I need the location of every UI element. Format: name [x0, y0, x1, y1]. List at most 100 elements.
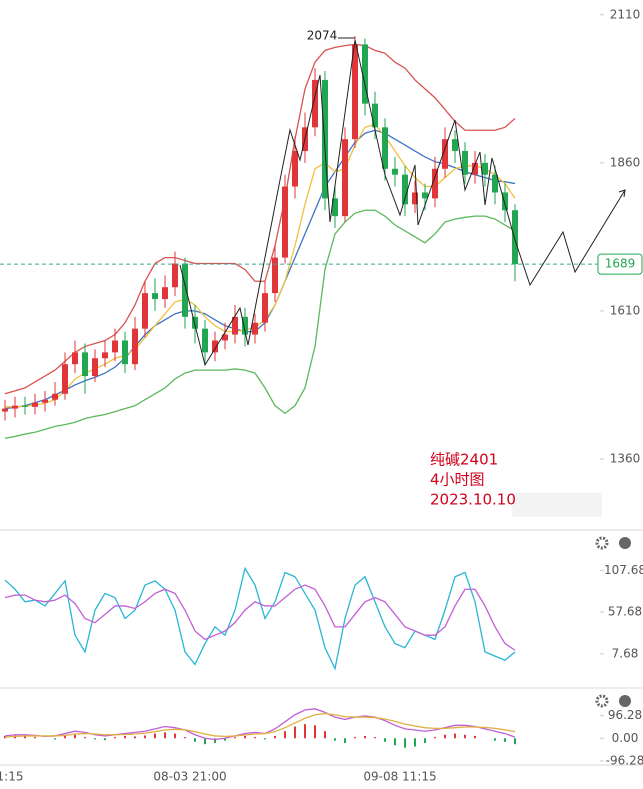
- histogram-bar: [294, 726, 296, 739]
- hand-drawn-path: [179, 39, 626, 367]
- candle-body: [212, 340, 218, 353]
- candle-body: [72, 352, 78, 365]
- y-tick-label: 1360: [610, 451, 641, 465]
- histogram-bar: [314, 725, 316, 739]
- histogram-bar: [364, 735, 366, 739]
- candle-body: [132, 328, 138, 365]
- candle-body: [322, 79, 328, 199]
- candle-body: [422, 192, 428, 199]
- y-tick-label: 107.68: [604, 563, 643, 577]
- candle-body: [312, 79, 318, 128]
- candle-body: [262, 293, 268, 323]
- candle-body: [152, 293, 158, 300]
- candle-body: [432, 168, 438, 199]
- histogram-bar: [344, 738, 346, 743]
- candle-body: [342, 139, 348, 217]
- histogram-bar: [494, 738, 496, 741]
- y-tick-label: 0.00: [612, 731, 639, 745]
- annotation: 纯碱2401: [430, 451, 498, 469]
- last-price-label: 1689: [605, 257, 636, 271]
- histogram-bar: [114, 737, 116, 739]
- candle-body: [352, 44, 358, 140]
- histogram-bar: [64, 735, 66, 739]
- x-tick-label: 1:15: [0, 770, 23, 784]
- candle-body: [272, 257, 278, 294]
- histogram-bar: [54, 738, 56, 740]
- histogram-bar: [84, 737, 86, 739]
- histogram-bar: [444, 734, 446, 739]
- histogram-bar: [224, 738, 226, 741]
- candle-body: [122, 340, 128, 365]
- indicator-line: [4, 209, 516, 439]
- y-tick-label: 1860: [610, 155, 641, 169]
- y-tick-label: -96.28: [606, 753, 643, 767]
- annotation: 4小时图: [430, 471, 485, 489]
- candle-body: [62, 364, 68, 394]
- histogram-bar: [144, 735, 146, 739]
- histogram-bar: [504, 738, 506, 742]
- histogram-bar: [304, 724, 306, 739]
- close-icon[interactable]: [619, 537, 631, 549]
- candle-body: [222, 334, 228, 341]
- x-tick-label: 08-03 21:00: [153, 770, 226, 784]
- candle-body: [392, 168, 398, 175]
- candle-body: [502, 192, 508, 211]
- gear-icon[interactable]: [595, 536, 609, 550]
- candle-body: [22, 405, 28, 407]
- histogram-bar: [384, 738, 386, 742]
- histogram-bar: [244, 735, 246, 739]
- candle-body: [452, 139, 458, 152]
- candle-body: [362, 44, 368, 104]
- close-icon[interactable]: [619, 695, 631, 707]
- histogram-bar: [154, 733, 156, 739]
- last-price-box: [597, 253, 643, 275]
- candle-body: [12, 405, 18, 409]
- histogram-bar: [434, 737, 436, 739]
- candle-body: [252, 322, 258, 335]
- candle-body: [182, 263, 188, 317]
- arrow-head: [618, 189, 626, 198]
- candle-body: [492, 174, 498, 193]
- histogram-bar: [414, 738, 416, 747]
- histogram-bar: [514, 738, 516, 745]
- histogram-bar: [104, 738, 106, 741]
- candle-body: [412, 192, 418, 205]
- candle-body: [2, 408, 8, 412]
- candle-body: [162, 287, 168, 300]
- histogram-bar: [234, 737, 236, 739]
- histogram-bar: [404, 738, 406, 748]
- y-tick-label: 2110: [610, 7, 641, 21]
- peak-label: 2074: [307, 29, 338, 43]
- candle-body: [282, 186, 288, 258]
- plot: 1360 1610 1860 2110 1689 1:15 08-03 21:00 09-08…: [0, 7, 643, 784]
- x-tick-label: 09-08 11:15: [363, 770, 436, 784]
- histogram-bar: [394, 738, 396, 746]
- histogram-bar: [204, 738, 206, 745]
- histogram-bar: [94, 738, 96, 740]
- candle-body: [192, 316, 198, 329]
- candle-body: [102, 352, 108, 359]
- histogram-bar: [324, 731, 326, 739]
- histogram-bar: [174, 733, 176, 739]
- candle-body: [462, 151, 468, 175]
- candle-body: [112, 340, 118, 353]
- histogram-bar: [124, 735, 126, 739]
- histogram-bar: [354, 737, 356, 739]
- y-tick-label: 57.68: [608, 605, 642, 619]
- gear-icon[interactable]: [595, 694, 609, 708]
- histogram-bar: [214, 738, 216, 743]
- histogram-bar: [194, 738, 196, 742]
- settings-icons: [595, 536, 631, 708]
- y-tick-label: 1610: [610, 303, 641, 317]
- candle-body: [32, 402, 38, 407]
- histogram-bar: [254, 737, 256, 739]
- candle-body: [472, 162, 478, 175]
- histogram-bar: [334, 738, 336, 741]
- candle-body: [402, 174, 408, 205]
- histogram-bar: [374, 737, 376, 739]
- blurred-watermark: [512, 493, 602, 517]
- y-tick-label: 96.28: [608, 708, 642, 722]
- histogram-bar: [464, 734, 466, 739]
